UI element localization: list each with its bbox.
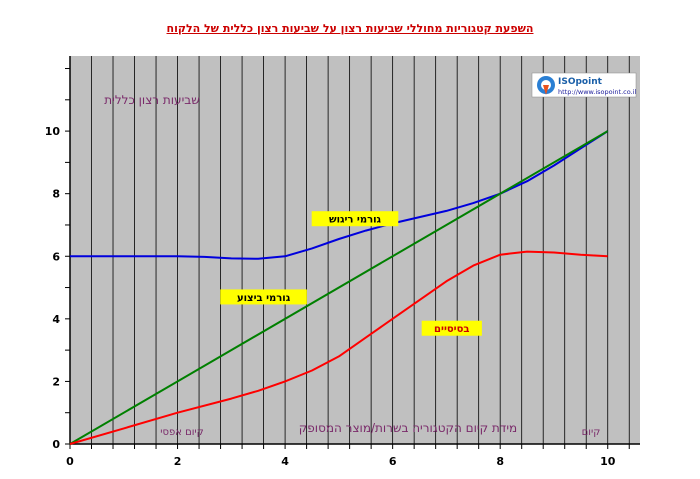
x-tick-label: 10 xyxy=(600,455,616,468)
series-label-box xyxy=(220,289,307,305)
series-label-box xyxy=(421,320,482,336)
y-tick-label: 0 xyxy=(52,438,60,451)
plot-area xyxy=(70,56,640,444)
x-tick-label: 0 xyxy=(66,455,74,468)
series-label: בסיסיים xyxy=(434,324,470,335)
series-label: גורמי ביצוע xyxy=(237,293,291,304)
series-line xyxy=(69,130,609,445)
isopoint-logo[interactable]: ISOpoint http://www.isopoint.co.il xyxy=(531,72,636,98)
y-tick-label: 8 xyxy=(52,188,60,201)
y-tick-label: 4 xyxy=(52,313,60,326)
isopoint-logo-url[interactable]: http://www.isopoint.co.il xyxy=(558,88,636,96)
series-label-box xyxy=(311,211,399,227)
x-annotation-left: קיום אפסי xyxy=(160,427,204,438)
y-tick-label: 10 xyxy=(45,125,61,138)
series-label: גורמי ריגוש xyxy=(329,215,382,226)
x-axis-label: מידת קיום הקטגוריה בשרות/מוצר המסופק xyxy=(299,421,517,435)
x-tick-label: 6 xyxy=(389,455,397,468)
series-line xyxy=(70,130,609,260)
chart-title: השפעת קטגוריות מחוללי שביעות רצון על שבי… xyxy=(166,22,534,35)
series-line xyxy=(69,250,608,445)
x-annotation-right: קיום xyxy=(582,427,601,438)
y-tick-label: 2 xyxy=(52,375,60,388)
x-tick-label: 2 xyxy=(174,455,182,468)
y-tick-label: 6 xyxy=(52,250,60,263)
x-tick-label: 4 xyxy=(281,455,289,468)
y-axis-label: שביעות רצון כללית xyxy=(104,93,199,107)
x-tick-label: 8 xyxy=(496,455,504,468)
isopoint-logo-name: ISOpoint xyxy=(558,77,603,87)
